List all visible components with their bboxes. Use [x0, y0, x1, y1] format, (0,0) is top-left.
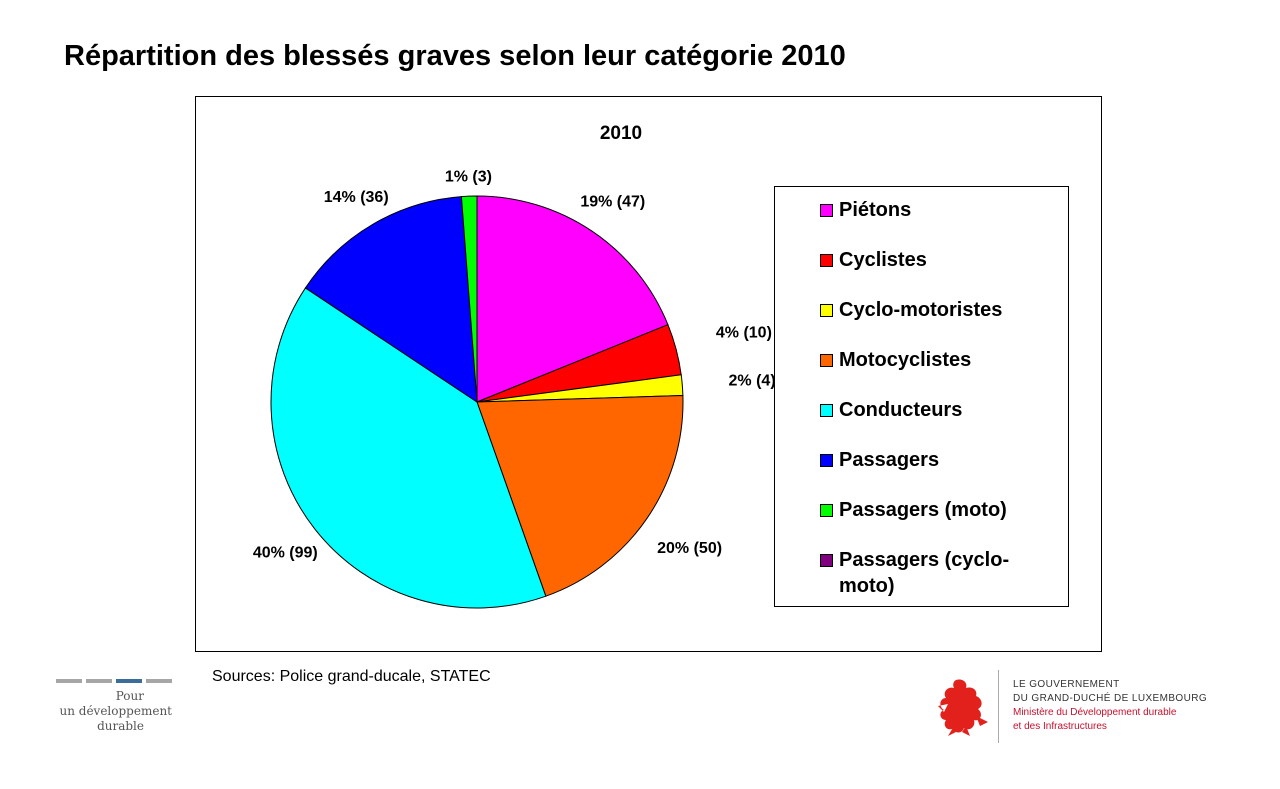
legend-label: Passagers	[839, 449, 940, 471]
gov-line: DU GRAND-DUCHÉ DE LUXEMBOURG	[1013, 693, 1207, 704]
ministry-line: Ministère du Développement durable	[1013, 707, 1177, 718]
logo-bars	[52, 679, 172, 683]
legend-label: Cyclistes	[839, 249, 927, 271]
page-title: Répartition des blessés graves selon leu…	[64, 40, 846, 72]
legend-swatch	[820, 304, 833, 317]
government-logo-text: LE GOUVERNEMENT DU GRAND-DUCHÉ DE LUXEMB…	[1013, 678, 1207, 734]
legend-item-cyclo-motoristes: Cyclo-motoristes	[775, 297, 1068, 323]
legend-label: Conducteurs	[839, 399, 963, 421]
pie-slice-passagers	[304, 196, 478, 403]
chart-area: 2010 19% (47) 4% (10) 2% (4) 20% (50) 40% (9…	[195, 96, 1102, 652]
slice-label-passagers: 14% (36)	[324, 189, 389, 206]
government-logo: LE GOUVERNEMENT DU GRAND-DUCHÉ DE LUXEMB…	[930, 670, 1230, 745]
legend-item-pietons: Piétons	[775, 197, 1068, 223]
logo-text-line: Pour	[115, 689, 144, 703]
logo-bar	[146, 679, 172, 683]
legend-label: Piétons	[839, 199, 912, 221]
logo-bar	[56, 679, 82, 683]
legend-item-passagers-cyclo-moto: Passagers (cyclo-moto)	[775, 547, 1068, 599]
ministry-line: et des Infrastructures	[1013, 721, 1107, 732]
gov-line: LE GOUVERNEMENT	[1013, 679, 1120, 690]
pie-slice-pietons	[476, 195, 669, 403]
lion-icon	[938, 679, 988, 736]
legend-label: Motocyclistes	[839, 349, 972, 371]
slice-label-conducteurs: 40% (99)	[253, 545, 318, 562]
slice-label-motocyclistes: 20% (50)	[657, 540, 722, 557]
chart-legend: Piétons Cyclistes Cyclo-motoristes Motocycl…	[774, 186, 1069, 607]
legend-swatch	[820, 204, 833, 217]
legend-label: Passagers (moto)	[839, 499, 1007, 521]
logo-bar	[116, 679, 142, 683]
legend-item-passagers: Passagers	[775, 447, 1068, 473]
logo-text-line: un développement	[59, 704, 173, 718]
slice-label-passagers-moto: 1% (3)	[445, 169, 492, 186]
legend-item-passagers-moto: Passagers (moto)	[775, 497, 1068, 523]
legend-item-conducteurs: Conducteurs	[775, 397, 1068, 423]
legend-item-cyclistes: Cyclistes	[775, 247, 1068, 273]
slice-label-cyclo-motoristes: 2% (4)	[729, 372, 776, 389]
legend-label: Cyclo-motoristes	[839, 299, 1003, 321]
logo-text-line: durable	[97, 719, 144, 733]
legend-swatch	[820, 354, 833, 367]
chart-title: 2010	[600, 123, 642, 144]
legend-item-motocyclistes: Motocyclistes	[775, 347, 1068, 373]
slice-label-cyclistes: 4% (10)	[716, 324, 772, 341]
logo-bar	[86, 679, 112, 683]
pie-slice-conducteurs	[270, 287, 547, 609]
slice-label-pietons: 19% (47)	[580, 193, 645, 210]
legend-swatch	[820, 404, 833, 417]
source-note: Sources: Police grand-ducale, STATEC	[212, 668, 491, 685]
legend-swatch	[820, 254, 833, 267]
logo-text: Pour un développement durable	[52, 689, 173, 734]
legend-label: Passagers (cyclo-moto)	[839, 549, 1010, 597]
legend-swatch	[820, 454, 833, 467]
pie-chart: 2010 19% (47) 4% (10) 2% (4) 20% (50) 40% (9…	[253, 123, 776, 609]
logo-divider	[998, 670, 999, 743]
sustainability-logo: Pour un développement durable	[52, 679, 172, 734]
pie-slice-passagers-moto	[460, 195, 478, 403]
legend-swatch	[820, 504, 833, 517]
legend-swatch	[820, 554, 833, 567]
